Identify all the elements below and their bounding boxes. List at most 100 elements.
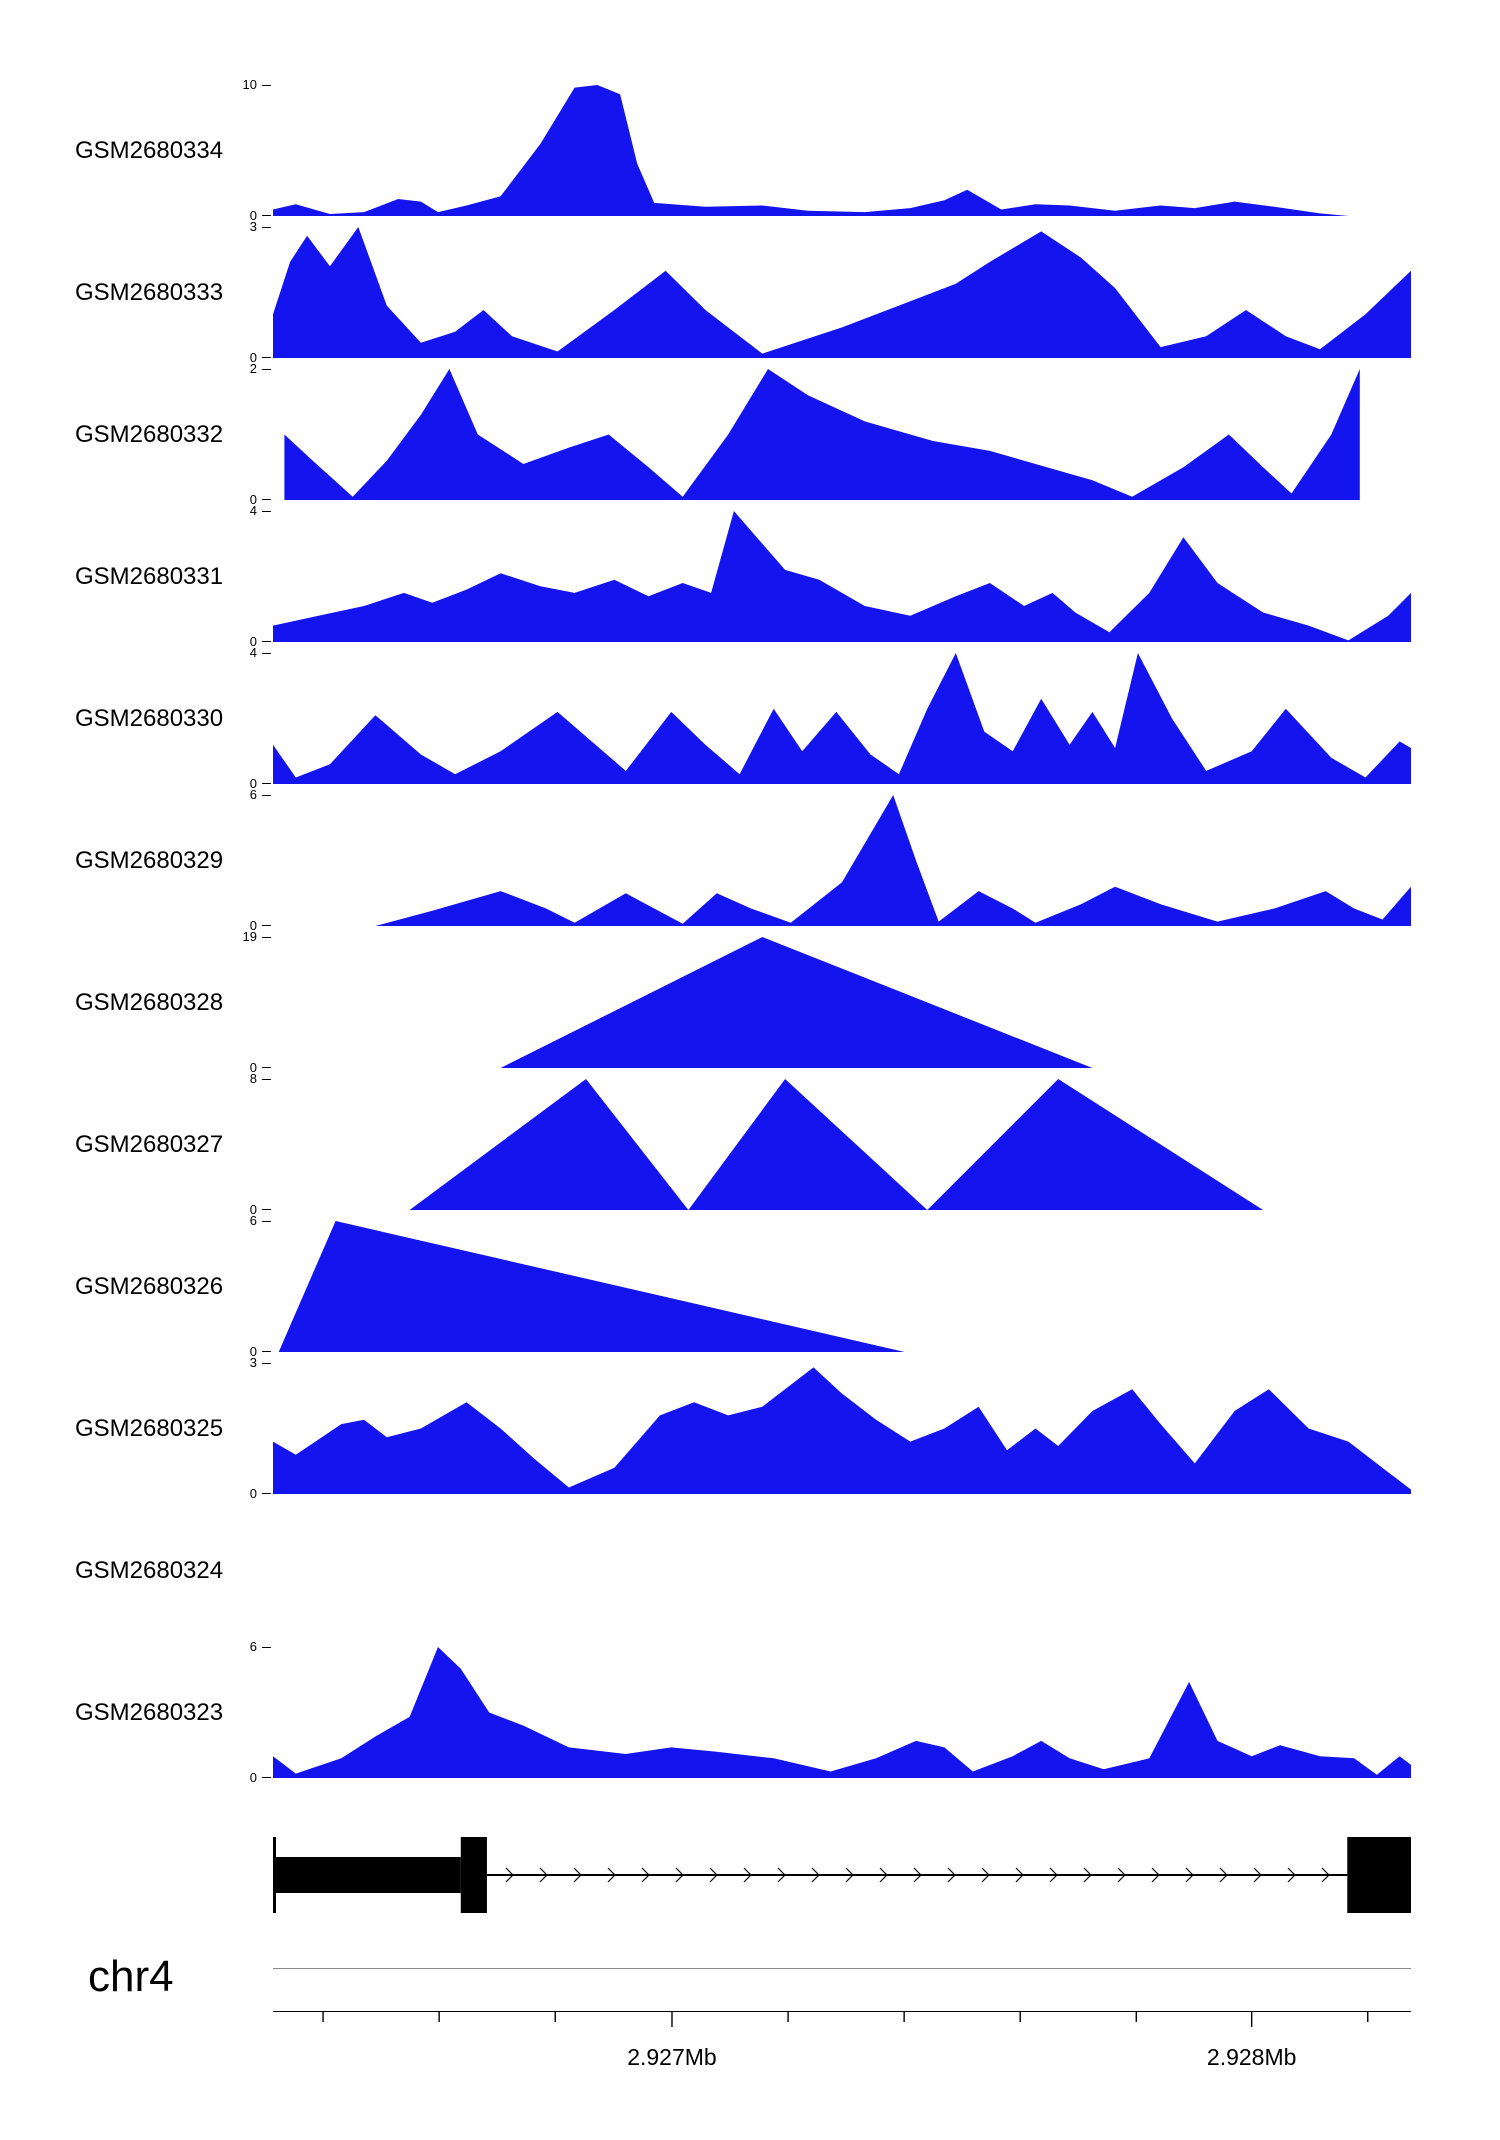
coverage-polygon [273,227,1411,358]
coverage-area-plot [273,1647,1411,1778]
coverage-polygon [284,369,1360,500]
track-ymin-tick [262,1777,271,1778]
strand-arrow-icon [811,1867,820,1883]
strand-arrow-icon [675,1867,684,1883]
track-label: GSM2680325 [75,1414,224,1442]
track-ymax-label: 3 [249,1355,257,1371]
track-ymin-label: 0 [249,350,257,366]
strand-arrow-icon [1117,1867,1126,1883]
track-row: GSM2680324 [0,1505,1500,1636]
coverage-polygon [375,795,1411,926]
strand-arrow-icon [1015,1867,1024,1883]
coverage-polygon [273,511,1411,642]
coverage-polygon [278,1221,905,1352]
coverage-polygon [273,1367,1411,1494]
strand-arrow-icon [1083,1867,1092,1883]
track-ymax-label: 10 [242,77,257,93]
coverage-area-plot [278,1221,905,1352]
track-ymax-tick [262,369,271,370]
track-ymax-label: 6 [249,1213,257,1229]
genome-ruler [273,2011,1411,2035]
coverage-area-plot [273,1367,1411,1494]
track-ymax-tick [262,1221,271,1222]
track-ymax-label: 6 [249,787,257,803]
axis-separator-line [273,1968,1411,1969]
track-label: GSM2680332 [75,420,224,448]
strand-arrow-icon [1321,1867,1330,1883]
track-ymin-label: 0 [249,918,257,934]
track-ymin-tick [262,1351,271,1352]
strand-arrow-icon [777,1867,786,1883]
coverage-area-plot [273,85,1349,216]
coverage-area-plot [409,1079,1264,1210]
track-label: GSM2680324 [75,1556,224,1584]
track-ymin-tick [262,357,271,358]
track-ymin-tick [262,1493,271,1494]
track-ymin-label: 0 [249,1486,257,1502]
axis-position-label: 2.928Mb [1206,2044,1297,2070]
track-ymin-label: 0 [249,634,257,650]
coverage-polygon [409,1079,1264,1210]
track-ymax-tick [262,85,271,86]
track-ymax-tick [262,1363,271,1364]
gene-model-track [273,1827,1411,1923]
coverage-area-plot [375,795,1411,926]
track-ymin-label: 0 [249,776,257,792]
track-row: GSM2680326 6 0 [0,1213,1500,1359]
coverage-area-plot [500,937,1093,1068]
track-ymax-tick [262,795,271,796]
track-ymax-label: 8 [249,1071,257,1087]
strand-arrow-icon [709,1867,718,1883]
strand-arrow-icon [505,1867,514,1883]
track-ymax-label: 6 [249,1639,257,1655]
track-ymin-label: 0 [249,1344,257,1360]
track-ymin-tick [262,1067,271,1068]
track-ymin-tick [262,925,271,926]
strand-arrow-icon [641,1867,650,1883]
axis-position-label: 2.927Mb [627,2044,717,2070]
coverage-area-plot [273,511,1411,642]
strand-arrow-icon [845,1867,854,1883]
track-ymax-tick [262,1647,271,1648]
track-ymin-label: 0 [249,492,257,508]
track-ymin-tick [262,641,271,642]
track-row: GSM2680334 10 0 [0,77,1500,223]
coverage-polygon [273,85,1349,216]
gene-model-svg [273,1837,1411,1913]
track-row: GSM2680329 6 0 [0,787,1500,933]
track-row: GSM2680325 3 0 [0,1355,1500,1501]
track-ymax-label: 4 [249,503,257,519]
strand-arrow-icon [1151,1867,1160,1883]
track-label: GSM2680333 [75,278,224,306]
track-ymax-label: 2 [249,361,257,377]
track-row: GSM2680323 6 0 [0,1639,1500,1785]
track-ymax-label: 3 [249,219,257,235]
track-row: GSM2680328 19 0 [0,929,1500,1075]
track-ymin-label: 0 [249,208,257,224]
track-ymax-tick [262,227,271,228]
track-ymin-tick [262,215,271,216]
track-ymax-tick [262,653,271,654]
track-label: GSM2680328 [75,988,224,1016]
strand-arrow-icon [573,1867,582,1883]
track-ymax-tick [262,511,271,512]
strand-arrow-icon [1287,1867,1296,1883]
coverage-polygon [273,653,1411,784]
strand-arrow-icon [1219,1867,1228,1883]
track-ymin-label: 0 [249,1060,257,1076]
strand-arrow-icon [1185,1867,1194,1883]
track-ymin-tick [262,783,271,784]
track-label: GSM2680326 [75,1272,224,1300]
strand-arrow-icon [913,1867,922,1883]
track-ymin-tick [262,1209,271,1210]
strand-arrow-icon [1049,1867,1058,1883]
track-label: GSM2680327 [75,1130,224,1158]
strand-arrow-icon [607,1867,616,1883]
track-ymax-label: 4 [249,645,257,661]
track-row: GSM2680333 3 0 [0,219,1500,365]
track-row: GSM2680327 8 0 [0,1071,1500,1217]
track-row: GSM2680330 4 0 [0,645,1500,791]
track-ymax-label: 19 [242,929,257,945]
strand-arrow-icon [743,1867,752,1883]
